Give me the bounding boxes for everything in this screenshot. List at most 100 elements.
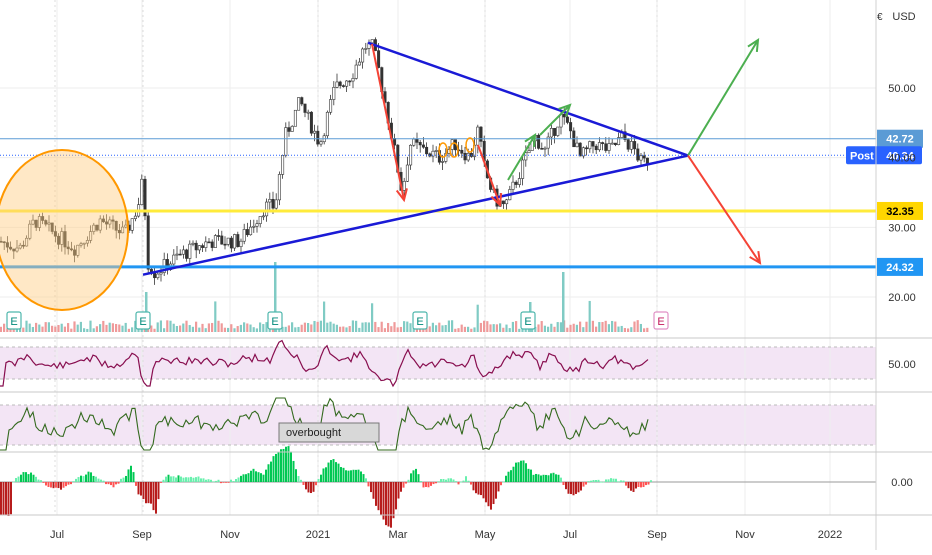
macd-bar bbox=[55, 482, 57, 488]
macd-bar bbox=[187, 477, 190, 482]
candle-body bbox=[277, 174, 281, 201]
y-tick-label: 30.00 bbox=[888, 222, 916, 234]
candle-body bbox=[101, 218, 105, 223]
macd-bar bbox=[615, 478, 617, 482]
volume-bar bbox=[403, 321, 406, 332]
macd-bar bbox=[535, 473, 537, 482]
macd-bar bbox=[475, 482, 477, 494]
macd-bar bbox=[67, 482, 70, 485]
macd-bar bbox=[167, 474, 170, 482]
macd-bar bbox=[517, 462, 520, 482]
candle-body bbox=[239, 240, 243, 247]
candle-body bbox=[245, 229, 249, 236]
volume-bar bbox=[51, 325, 54, 332]
candle-body bbox=[514, 181, 518, 185]
macd-bar bbox=[600, 481, 602, 483]
drop-arrow bbox=[371, 43, 405, 201]
candle-body bbox=[607, 143, 611, 151]
candle-body bbox=[146, 215, 150, 270]
macd-bar bbox=[372, 482, 375, 499]
candle-body bbox=[370, 39, 374, 44]
volume-bar bbox=[134, 320, 137, 332]
macd-bar bbox=[495, 482, 497, 499]
macd-bar bbox=[422, 482, 425, 488]
macd-bar bbox=[352, 469, 355, 482]
volume-bar bbox=[646, 327, 649, 332]
candle-body bbox=[578, 142, 582, 157]
stoch-band bbox=[0, 405, 876, 445]
macd-bar bbox=[117, 482, 120, 484]
macd-bar bbox=[77, 477, 80, 482]
rise-arrow-head bbox=[524, 133, 537, 148]
candle-body bbox=[610, 142, 614, 145]
macd-bar bbox=[387, 482, 390, 527]
volume-bar bbox=[243, 322, 246, 332]
candle-body bbox=[505, 199, 509, 205]
volume-bar bbox=[515, 321, 518, 332]
macd-bar bbox=[270, 461, 272, 482]
candle-body bbox=[306, 111, 310, 114]
candle-body bbox=[226, 237, 230, 245]
volume-bar bbox=[345, 327, 348, 332]
macd-bar bbox=[437, 481, 440, 483]
macd-bar bbox=[132, 472, 135, 482]
volume-bar bbox=[598, 322, 601, 332]
volume-bar bbox=[371, 303, 374, 332]
volume-bar bbox=[601, 322, 604, 332]
volume-bar bbox=[566, 327, 569, 332]
volume-bar bbox=[79, 321, 82, 332]
macd-bar bbox=[590, 480, 592, 482]
candle-body bbox=[575, 142, 579, 148]
macd-bar bbox=[125, 475, 127, 482]
candle-body bbox=[537, 134, 541, 149]
volume-bar bbox=[198, 327, 201, 332]
volume-bar bbox=[223, 327, 226, 332]
candle-body bbox=[351, 78, 355, 82]
candle-body bbox=[31, 219, 35, 225]
volume-bar bbox=[508, 328, 511, 332]
candle-body bbox=[63, 231, 67, 248]
candle-body bbox=[178, 253, 182, 256]
candle-body bbox=[284, 127, 288, 156]
macd-bar bbox=[215, 480, 217, 482]
volume-spike bbox=[274, 262, 277, 332]
candle-body bbox=[281, 155, 285, 175]
macd-bar bbox=[102, 480, 105, 482]
candle-body bbox=[108, 219, 112, 225]
candle-body bbox=[345, 80, 349, 87]
volume-bar bbox=[396, 327, 399, 332]
volume-bar bbox=[252, 327, 255, 332]
macd-bar bbox=[587, 481, 590, 482]
candle-body bbox=[249, 226, 253, 236]
overbought-box bbox=[278, 422, 380, 443]
macd-bar bbox=[205, 479, 207, 482]
earnings-marker bbox=[653, 311, 669, 330]
volume-bar bbox=[441, 325, 444, 332]
macd-bar bbox=[310, 482, 312, 494]
currency-glyph: € bbox=[877, 12, 883, 23]
candle-body bbox=[377, 50, 381, 68]
candle-body bbox=[265, 201, 269, 217]
volume-bar bbox=[358, 327, 361, 332]
macd-bar bbox=[292, 460, 295, 482]
macd-bar bbox=[572, 482, 575, 496]
macd-bar bbox=[597, 479, 600, 482]
volume-bar bbox=[0, 326, 3, 332]
macd-bar bbox=[152, 482, 155, 511]
candle-body bbox=[543, 147, 547, 150]
volume-bar bbox=[617, 326, 620, 332]
macd-bar bbox=[340, 467, 342, 482]
macd-bar bbox=[245, 474, 247, 482]
volume-bar bbox=[76, 324, 79, 332]
macd-bar bbox=[467, 480, 470, 482]
candle-body bbox=[213, 235, 217, 248]
volume-bar bbox=[489, 324, 492, 332]
macd-bar bbox=[460, 481, 462, 483]
macd-bar bbox=[305, 482, 307, 490]
candle-body bbox=[313, 130, 317, 134]
macd-bar bbox=[285, 446, 287, 482]
macd-bar bbox=[112, 482, 115, 488]
volume-bar bbox=[486, 321, 489, 332]
